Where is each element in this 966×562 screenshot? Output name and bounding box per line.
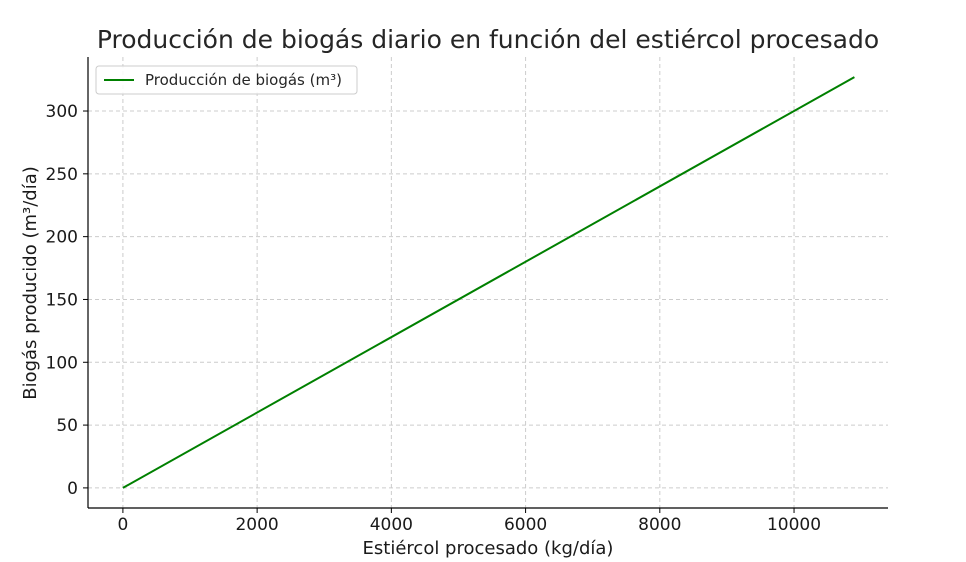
y-tick-label: 50 bbox=[56, 416, 78, 436]
legend-box bbox=[95, 65, 358, 95]
legend-label: Producción de biogás (m³) bbox=[145, 71, 342, 89]
x-axis-label: Estiércol procesado (kg/día) bbox=[363, 538, 614, 559]
grid bbox=[88, 57, 888, 508]
x-tick-label: 4000 bbox=[370, 515, 413, 535]
y-axis-label: Biogás producido (m³/día) bbox=[20, 166, 41, 400]
axes bbox=[87, 57, 888, 509]
x-axis-ticks: 0 2000 4000 6000 8000 10000 bbox=[117, 508, 821, 535]
y-tick-label: 300 bbox=[46, 102, 78, 122]
y-tick-label: 150 bbox=[46, 290, 78, 310]
x-tick-label: 10000 bbox=[767, 515, 821, 535]
y-tick-label: 200 bbox=[46, 228, 78, 248]
x-tick-label: 8000 bbox=[638, 515, 681, 535]
legend: Producción de biogás (m³) bbox=[95, 65, 358, 95]
x-tick-label: 0 bbox=[117, 515, 128, 535]
chart-title: Producción de biogás diario en función d… bbox=[97, 25, 879, 54]
y-tick-label: 0 bbox=[67, 479, 78, 499]
y-axis-ticks: 0 50 100 150 200 250 300 bbox=[46, 102, 88, 499]
series-layer bbox=[122, 76, 855, 489]
x-tick-label: 2000 bbox=[235, 515, 278, 535]
y-tick-label: 250 bbox=[46, 165, 78, 185]
series-line bbox=[122, 76, 855, 489]
x-tick-label: 6000 bbox=[504, 515, 547, 535]
y-tick-label: 100 bbox=[46, 353, 78, 373]
